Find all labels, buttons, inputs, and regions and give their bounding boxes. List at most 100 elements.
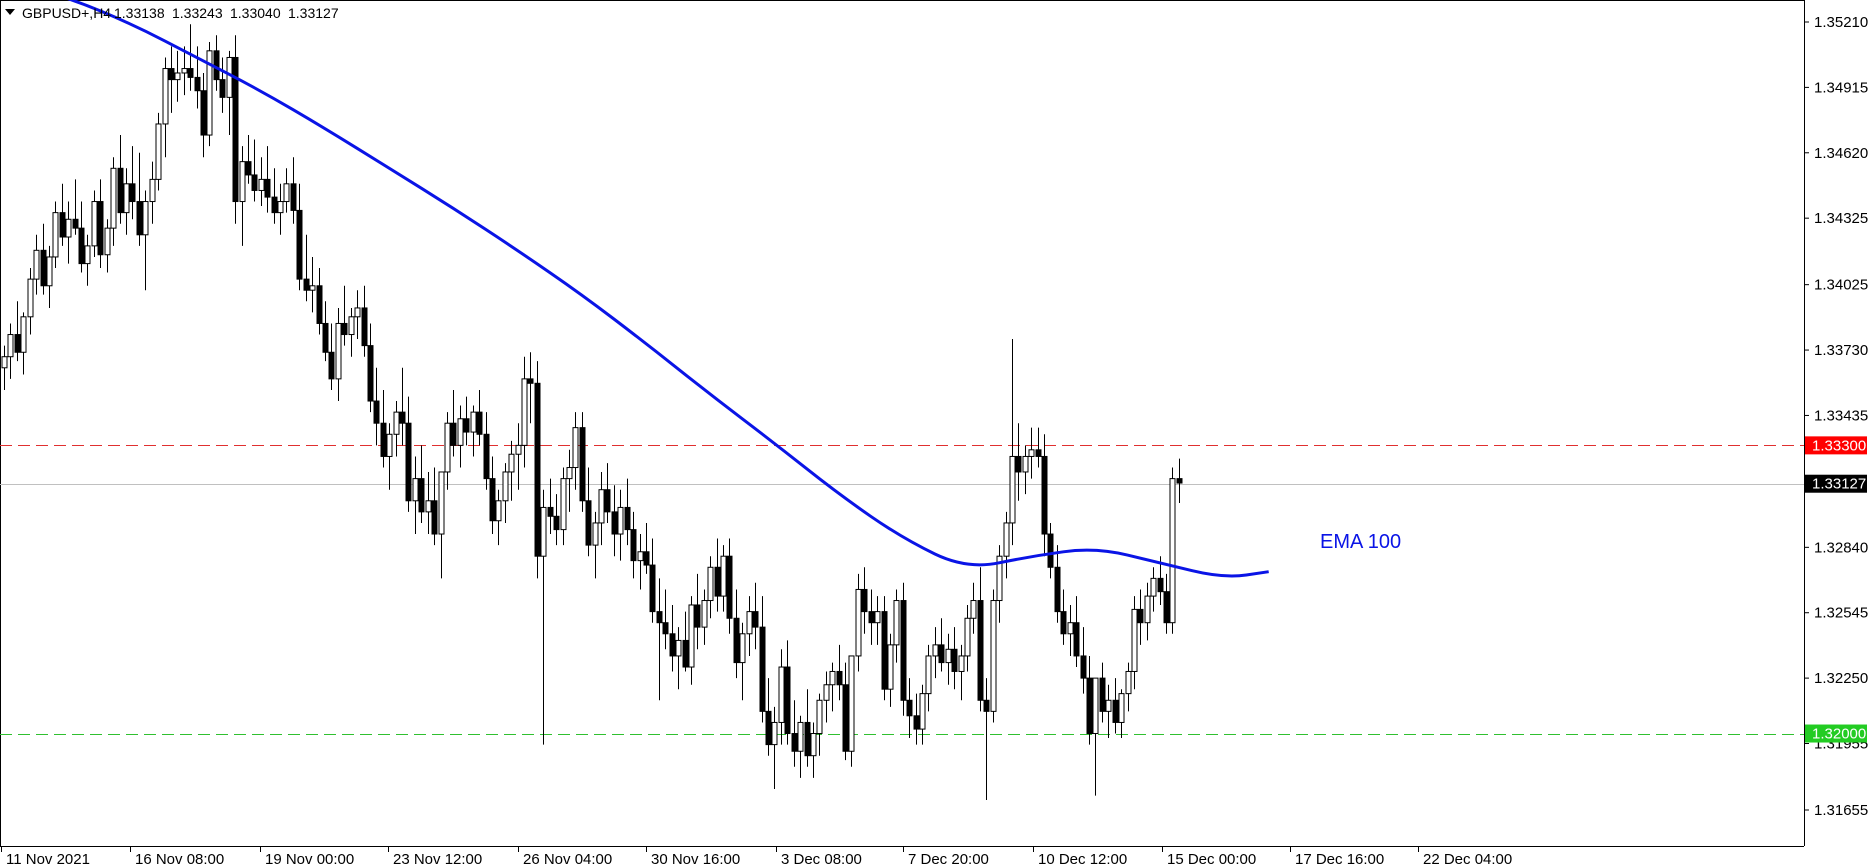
candle [688,596,695,685]
candle [1028,427,1035,479]
candle-body-bull [675,639,682,657]
candle-body-bull [637,551,644,562]
candle [752,582,759,650]
candle-body-bear [900,600,907,701]
candle-body-bull [515,444,522,455]
candle-body-bear [534,382,541,557]
candle [733,589,740,679]
candle-body-bear [726,555,733,619]
candle-body-bear [1060,611,1067,635]
candle-body-bear [290,183,297,211]
candle [239,146,246,246]
candle [592,511,599,579]
symbol-label: GBPUSD+,H4 [22,5,111,21]
candle [720,545,727,612]
candle [1092,677,1099,796]
candle [836,644,843,701]
candle-body-bull [7,334,14,358]
candle-body-bull [162,68,169,125]
candle [1099,662,1106,723]
candle-body-bear [1035,449,1042,457]
candle-body-bear [662,622,669,635]
candle [771,706,778,789]
time-tick-label: 7 Dec 20:00 [908,851,989,867]
candle-body-bear [836,670,843,686]
open-value: 1.33138 [114,5,165,21]
candle-body-bull [495,500,502,522]
time-axis-ticks: 11 Nov 2021 16 Nov 08:00 19 Nov 00:00 23 No… [1,846,1512,867]
time-tick-label: 11 Nov 2021 [6,851,90,867]
candle-body-bull [566,467,573,480]
candle-body-bear [1047,533,1054,568]
ema-layer [67,0,1269,578]
candle-body-bull [572,427,579,469]
candle-body-bear [585,500,592,546]
candle-body-bear [303,278,310,291]
candle [142,190,149,291]
candle [1015,423,1022,501]
candle [1105,684,1112,738]
candle [861,567,868,634]
candle [714,538,721,612]
symbol-dropdown-icon[interactable] [5,9,15,15]
candle [893,589,900,663]
candle [104,219,111,273]
candle [1035,427,1042,468]
candle [1112,678,1119,734]
price-tick-label: 1.32545 [1814,605,1868,622]
candle-body-bull [1118,693,1125,723]
candle [945,633,952,685]
candle [669,604,676,672]
candle-body-bull [970,600,977,619]
candle [283,168,290,213]
candle-body-bear [784,666,791,735]
candle [508,440,515,501]
candle-body-bull [964,617,971,657]
candle [97,179,104,269]
candle [136,152,143,246]
candle [476,389,483,446]
candle-body-bear [271,196,278,214]
candle [624,478,631,546]
candle-body-bull [893,600,900,646]
candle [322,301,329,362]
candle [123,168,130,235]
candle-body-bull [258,178,265,191]
candle-body-bull [874,611,881,624]
candle-body-bull [521,378,528,446]
candle [59,183,66,246]
time-tick-label: 30 Nov 16:00 [651,851,740,867]
candle-body-bull [239,161,246,203]
price-tick-label: 1.34325 [1814,210,1868,227]
candle [187,24,194,91]
candle-body-bear [669,633,676,657]
candle-body-bear [868,611,875,624]
candle [932,627,939,679]
candle [527,352,534,424]
horizontal-lines-layer [0,445,1804,735]
candle [418,445,425,523]
candle [380,389,387,468]
candle [219,57,226,113]
candle [1163,573,1170,634]
candle [643,522,650,574]
candle [1169,467,1176,634]
candle-body-bull [393,411,400,435]
candle-body-bull [110,167,117,229]
candle-body-bull [425,500,432,513]
candle [810,722,817,778]
candle [797,715,804,778]
candle [906,678,913,738]
candle [129,146,136,220]
price-tick-label: 1.32840 [1814,539,1868,556]
candle [271,168,278,224]
candle [759,596,766,723]
candle [373,367,380,446]
candle-body-bull [277,201,284,214]
candle [1176,458,1183,504]
candle [110,157,117,246]
candle-body-bear [733,617,740,664]
candle [560,467,567,546]
